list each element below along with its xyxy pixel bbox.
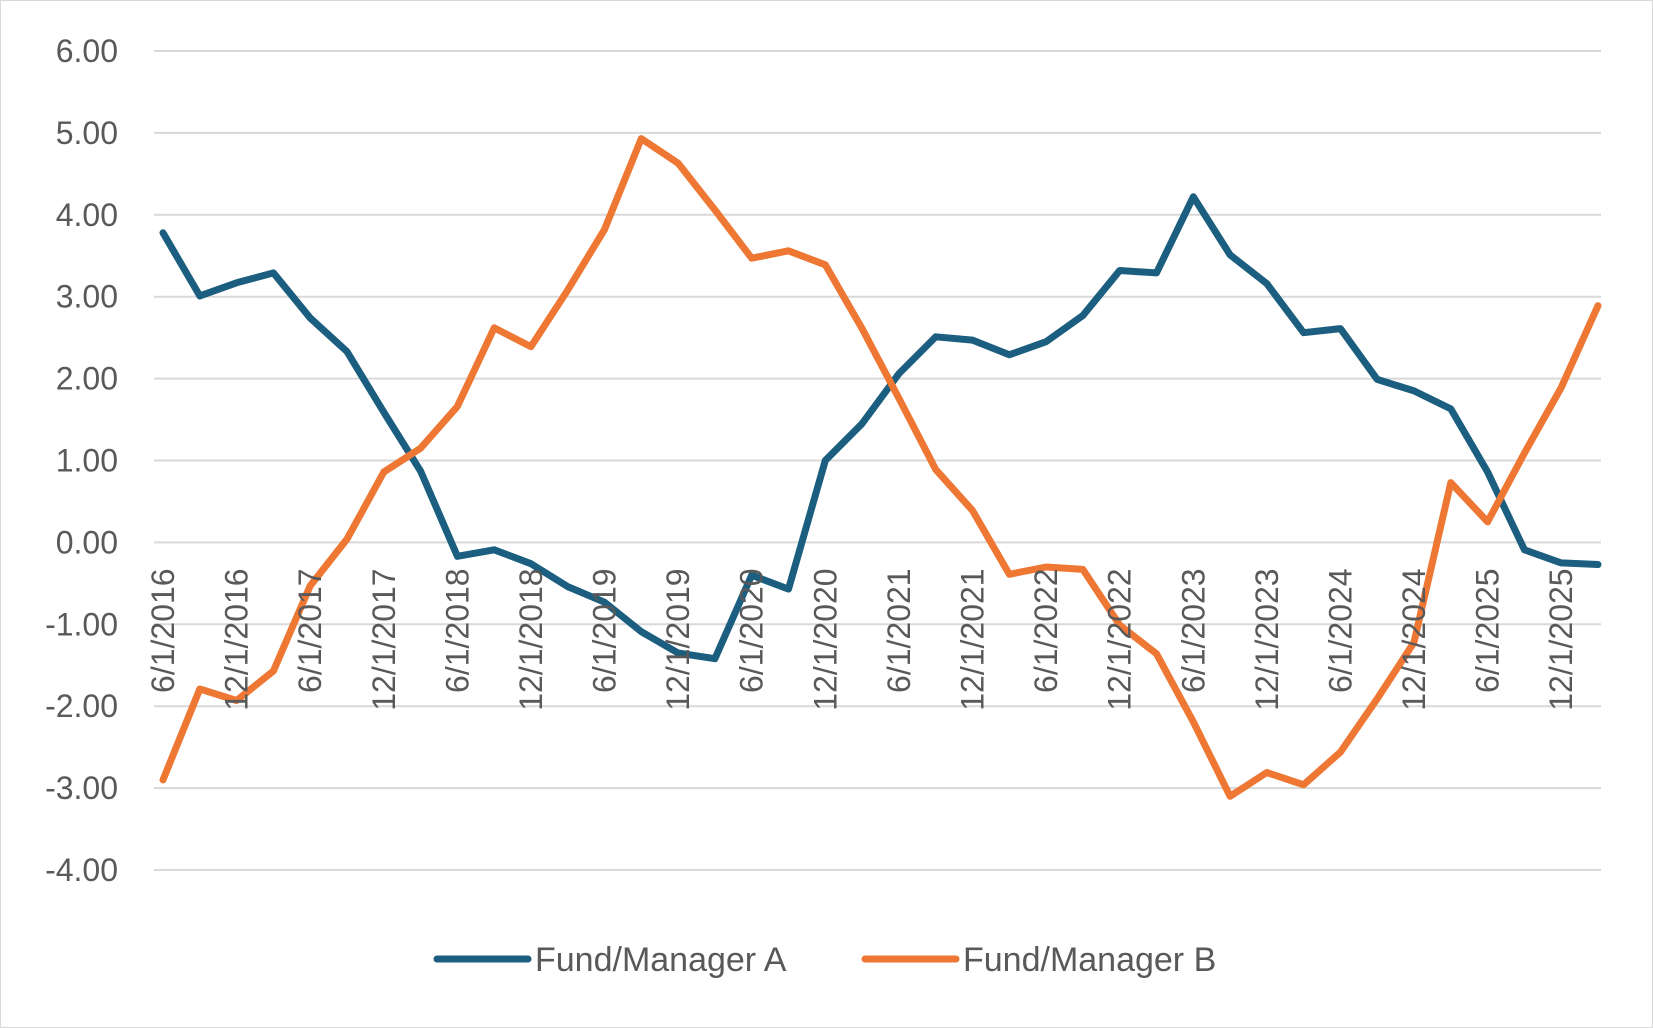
legend-item-fund-manager-a: Fund/Manager A [433, 941, 787, 979]
y-tick-label: -4.00 [45, 852, 118, 888]
x-tick-label: 12/1/2021 [955, 568, 991, 710]
y-tick-label: 4.00 [56, 197, 118, 233]
x-tick-label: 6/1/2019 [587, 568, 623, 693]
x-tick-label: 6/1/2020 [734, 568, 770, 693]
x-tick-label: 6/1/2025 [1470, 568, 1506, 693]
y-tick-label: 3.00 [56, 279, 118, 315]
x-axis: 6/1/2016 12/1/2016 6/1/2017 12/1/2017 6/1/20… [145, 568, 1579, 710]
x-tick-label: 12/1/2023 [1249, 568, 1285, 710]
y-tick-label: -1.00 [45, 606, 118, 642]
x-tick-label: 12/1/2019 [660, 568, 696, 710]
legend: Fund/Manager A Fund/Manager B [433, 941, 1216, 979]
y-tick-label: 5.00 [56, 115, 118, 151]
y-tick-label: 1.00 [56, 443, 118, 479]
x-tick-label: 12/1/2018 [513, 568, 549, 710]
x-tick-label: 6/1/2017 [292, 568, 328, 693]
x-tick-label: 12/1/2024 [1396, 568, 1432, 710]
x-tick-label: 6/1/2023 [1175, 568, 1211, 693]
y-tick-label: -3.00 [45, 770, 118, 806]
x-tick-label: 12/1/2022 [1102, 568, 1138, 710]
series-lines [159, 135, 1602, 800]
x-tick-label: 6/1/2022 [1028, 568, 1064, 693]
legend-label: Fund/Manager B [963, 941, 1216, 979]
x-tick-label: 6/1/2018 [439, 568, 475, 693]
series-line-fund-manager-a [159, 193, 1602, 663]
x-tick-label: 12/1/2025 [1543, 568, 1579, 710]
x-tick-label: 6/1/2021 [881, 568, 917, 693]
x-tick-label: 12/1/2020 [807, 568, 843, 710]
legend-label: Fund/Manager A [535, 941, 787, 979]
y-tick-label: 2.00 [56, 361, 118, 397]
x-tick-label: 6/1/2024 [1322, 568, 1358, 693]
x-tick-label: 12/1/2016 [219, 568, 255, 710]
series-line-fund-manager-b [159, 135, 1602, 800]
legend-item-fund-manager-b: Fund/Manager B [861, 941, 1216, 979]
y-tick-label: 6.00 [56, 33, 118, 69]
x-tick-label: 12/1/2017 [366, 568, 402, 710]
y-tick-label: -2.00 [45, 688, 118, 724]
x-tick-label: 6/1/2016 [145, 568, 181, 693]
y-tick-label: 0.00 [56, 524, 118, 560]
gridlines [154, 50, 1601, 871]
y-axis: 6.00 5.00 4.00 3.00 2.00 1.00 0.00 -1.00 -2.00 -3… [45, 33, 118, 888]
